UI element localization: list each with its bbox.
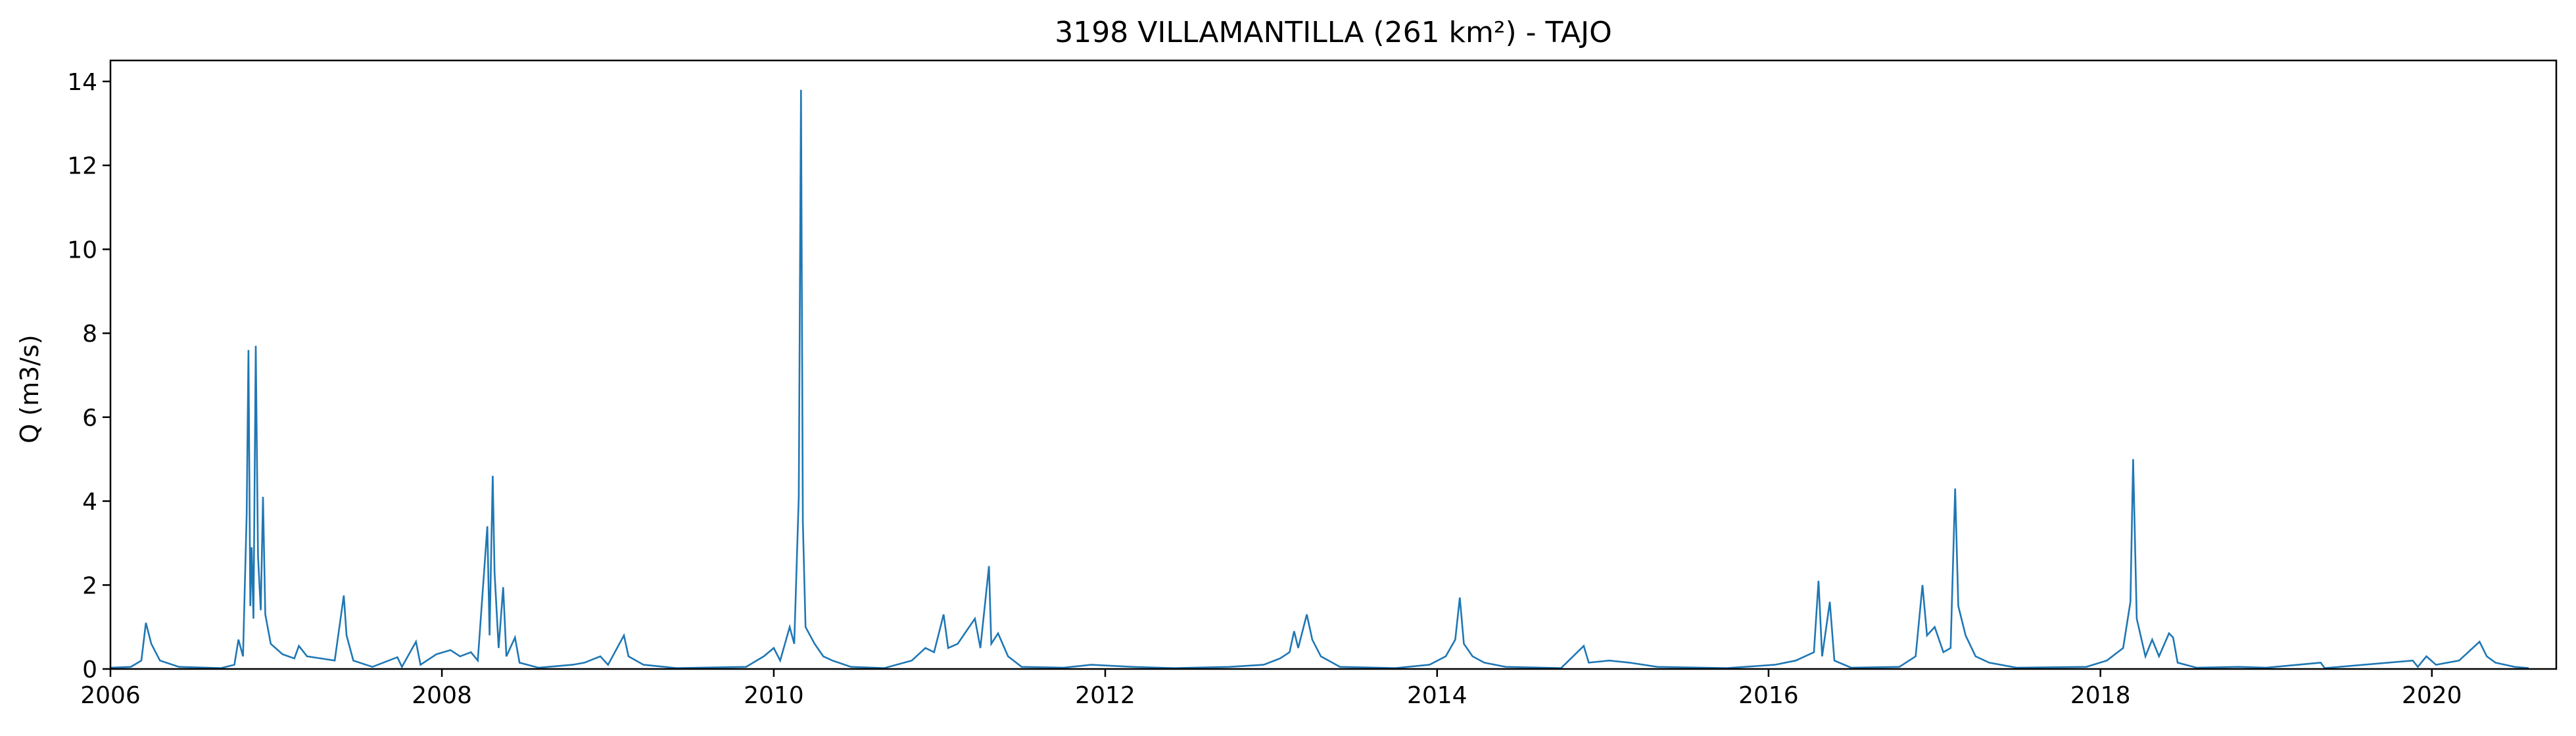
x-tick-label: 2020: [2402, 682, 2462, 709]
y-tick-label: 10: [67, 237, 97, 264]
y-tick-label: 14: [67, 69, 97, 96]
y-tick-label: 12: [67, 153, 97, 180]
plot-area: [110, 89, 2529, 669]
y-tick-label: 2: [82, 572, 97, 599]
y-tick-label: 6: [82, 405, 97, 432]
x-tick-label: 2012: [1075, 682, 1135, 709]
x-axis-ticks: 2006 2008 2010 2012 2014 2016 2018 2020: [80, 669, 2462, 709]
y-tick-label: 8: [82, 321, 97, 348]
x-tick-label: 2010: [744, 682, 804, 709]
axes-frame: [109, 59, 2558, 670]
x-tick-label: 2008: [412, 682, 472, 709]
x-tick-label: 2014: [1407, 682, 1467, 709]
y-axis-ticks: 0 2 4 6 8 10 12 14: [67, 69, 110, 683]
x-tick-label: 2016: [1738, 682, 1799, 709]
y-tick-label: 0: [82, 656, 97, 683]
x-tick-label: 2018: [2070, 682, 2131, 709]
chart-title: 3198 VILLAMANTILLA (261 km²) - TAJO: [1055, 16, 1611, 49]
x-tick-label: 2006: [80, 682, 141, 709]
series-line: [110, 89, 2529, 669]
y-axis-label: Q (m3/s): [15, 334, 44, 443]
y-tick-label: 4: [82, 489, 97, 516]
